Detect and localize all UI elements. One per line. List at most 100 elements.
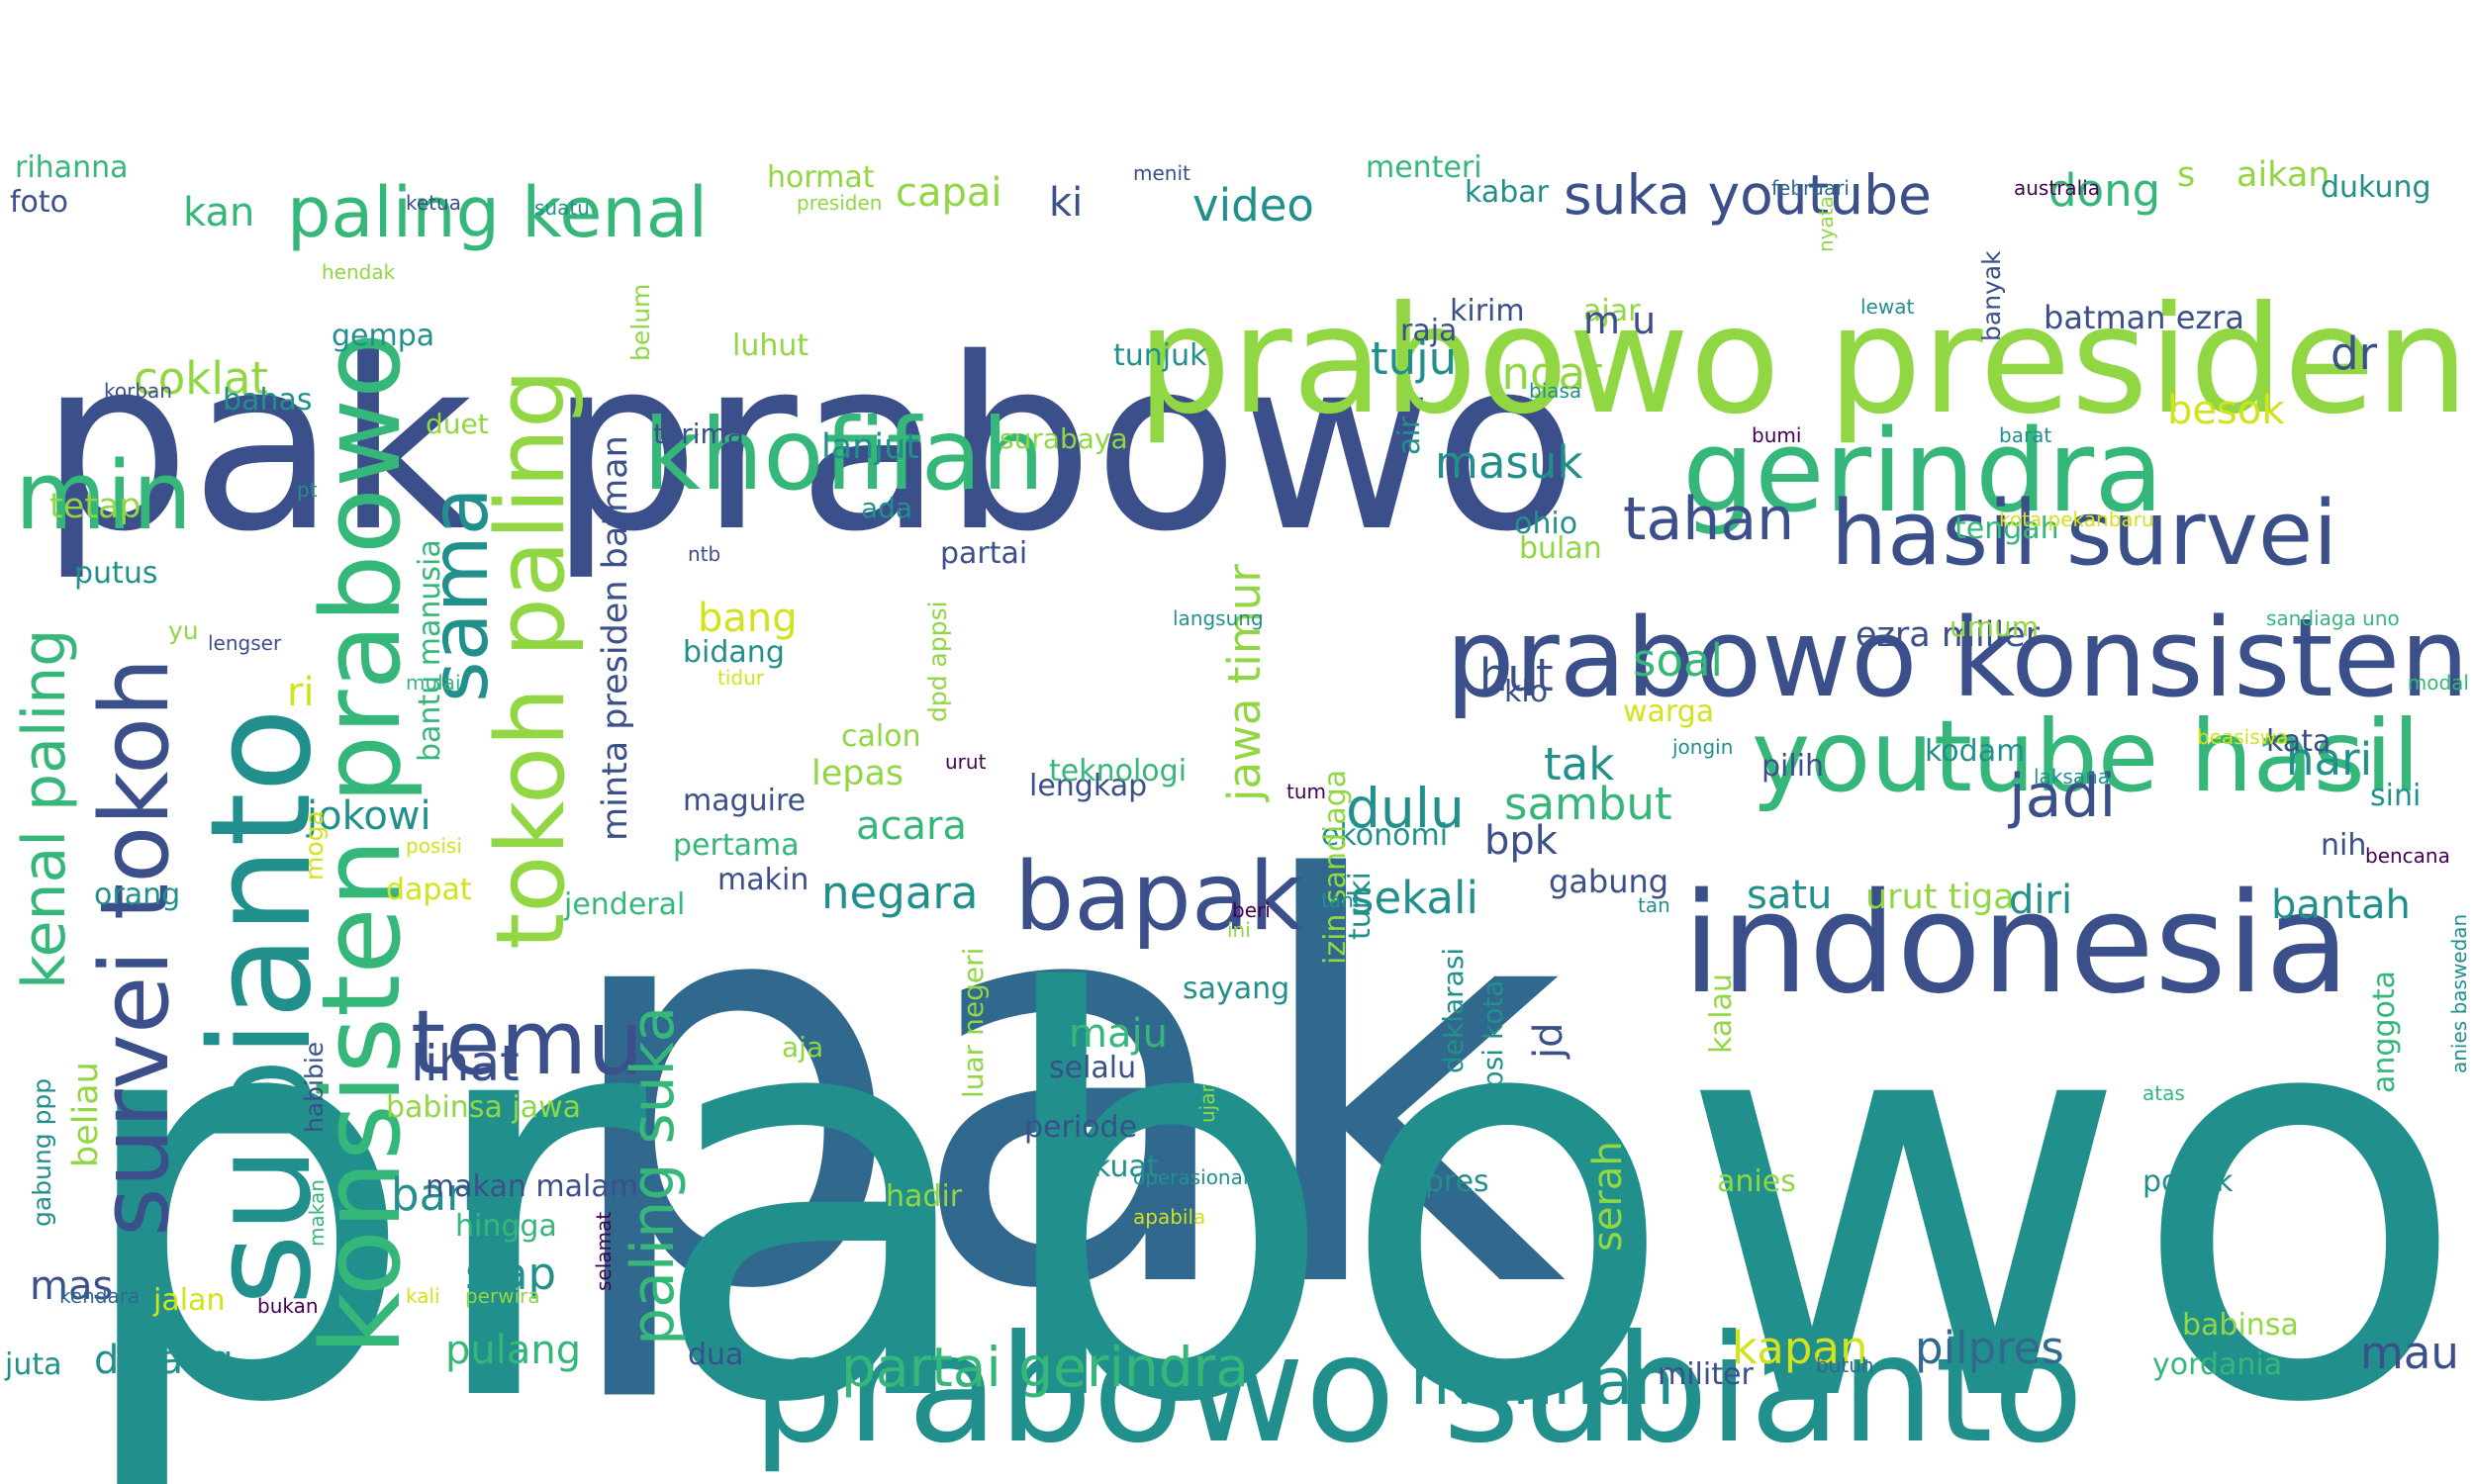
word-khofifah-9: khofifah	[643, 397, 1045, 512]
word-air-113: air	[1392, 416, 1427, 455]
word-tahan-24: tahan	[1623, 485, 1795, 554]
word-kabar-65: kabar	[1465, 175, 1549, 210]
word-ezra-miller-67: ezra miller	[1856, 615, 2041, 655]
word-sayang-126: sayang	[1183, 972, 1290, 1006]
word-serah-132: serah	[1585, 1141, 1631, 1252]
word-februari-175: februari	[1771, 176, 1850, 200]
word-kalau-134: kalau	[1704, 974, 1739, 1054]
word-anies-baswedan-189: anies baswedan	[2447, 913, 2471, 1073]
word-maju-46: maju	[1069, 1011, 1168, 1057]
word-barat-179: barat	[1999, 423, 2052, 447]
word-urut-tiga-59: urut tiga	[1865, 878, 2015, 917]
word-acara-47: acara	[856, 803, 967, 849]
word-anies-133: anies	[1717, 1164, 1796, 1199]
word-hasil-survei-8: hasil survei	[1831, 482, 2338, 586]
word-prabowo-subianto-4: prabowo subianto	[752, 1304, 2084, 1476]
word-mas-86: mas	[30, 1263, 114, 1309]
word-gabung-82: gabung	[1549, 863, 1669, 900]
word-butuh-190: butuh	[1816, 1353, 1874, 1377]
word-prabowo-presiden-3: prabowo presiden	[1136, 275, 2469, 447]
word-deklarasi-143: deklarasi	[1437, 947, 1470, 1073]
word-ujar-171: ujar	[1195, 1084, 1219, 1123]
word-anggota-138: anggota	[2367, 971, 2402, 1093]
word-umum-120: umum	[1950, 610, 2040, 643]
word-beliau-90: beliau	[66, 1062, 106, 1167]
word-bukan-192: bukan	[257, 1294, 319, 1318]
word-modal-182: modal	[2407, 671, 2469, 695]
word-hari-41: hari	[2286, 733, 2373, 786]
word-batman-ezra-66: batman ezra	[2044, 299, 2244, 336]
word-lewat-173: lewat	[1860, 295, 1915, 319]
word-diri-60: diri	[2009, 878, 2073, 923]
word-kan-62: kan	[183, 190, 255, 235]
word-bpk-81: bpk	[1484, 818, 1558, 864]
word-dulu-27: dulu	[1346, 777, 1465, 840]
word-raja-114: raja	[1400, 314, 1458, 348]
word-beasiswa-183: beasiswa	[2197, 725, 2289, 749]
word-gabung-ppp-93: gabung ppp	[28, 1077, 56, 1227]
word-putus-85: putus	[74, 556, 158, 591]
word-pt-157: pt	[297, 478, 318, 502]
word-atas-188: atas	[2142, 1081, 2185, 1105]
word-gempa-75: gempa	[332, 319, 435, 353]
word-dpd-appsi-109: dpd appsi	[923, 601, 952, 722]
word-calon-105: calon	[841, 719, 921, 754]
word-ada-107: ada	[861, 492, 913, 524]
word-dong-42: dong	[2048, 164, 2161, 217]
word-presiden-152: presiden	[797, 191, 883, 215]
word-kapan-44: kapan	[1732, 1322, 1868, 1374]
word-rihanna-73: rihanna	[15, 150, 129, 185]
word-partai-gerindra-21: partai gerindra	[841, 1336, 1249, 1399]
word-apabila-170: apabila	[1133, 1205, 1206, 1229]
word-bumi-178: bumi	[1752, 423, 1802, 447]
word-kota-pekanbaru-180: kota pekanbaru	[1999, 508, 2154, 531]
word-hingga-96: hingga	[455, 1209, 557, 1244]
word-ini-166: ini	[1227, 918, 1251, 942]
word-tan-186: tan	[1638, 893, 1670, 917]
word-banyak-174: banyak	[1977, 250, 2006, 341]
word-jokowi-48: jokowi	[307, 793, 431, 839]
word-babinsa-136: babinsa	[2182, 1308, 2299, 1343]
word-bantu-50: bantu	[391, 1168, 521, 1221]
word-m-u-198: m u	[1583, 299, 1657, 342]
word-ri-69: ri	[287, 670, 315, 715]
word-jawa-timur-35: jawa timur	[1218, 564, 1271, 801]
word-bahas-147: bahas	[223, 383, 313, 417]
word-soal-32: soal	[1633, 634, 1724, 687]
word-jongin-187: jongin	[1672, 735, 1734, 759]
word-negara-34: negara	[821, 867, 979, 919]
word-gerindra-7: gerindra	[1682, 406, 2164, 538]
word-bidang-103: bidang	[683, 635, 785, 670]
word-coklat-28: coklat	[134, 352, 269, 405]
word-kuat-129: kuat	[1094, 1150, 1159, 1184]
word-habibie-92: habibie	[300, 1041, 329, 1133]
word-s-70: s	[2177, 155, 2196, 195]
word-biasa-177: biasa	[1529, 379, 1582, 403]
word-lepas-104: lepas	[811, 754, 904, 793]
word-lanjut-53: lanjut	[821, 427, 919, 467]
word-masuk-30: masuk	[1435, 436, 1583, 489]
word-tum-164: tum	[1286, 780, 1326, 803]
word-perwira-194: perwira	[465, 1284, 540, 1308]
word-bantu-manusia-146: bantu manusia	[413, 539, 447, 762]
word-siap-51: siap	[465, 1248, 557, 1300]
word-belum-151: belum	[626, 283, 655, 361]
word-appsi-kota-144: appsi kota	[1476, 979, 1509, 1123]
word-aikan-71: aikan	[2236, 155, 2331, 195]
word-datang-49: datang	[94, 1338, 234, 1383]
word-aja-141: aja	[782, 1031, 824, 1064]
word-sandiaga-uno-181: sandiaga uno	[2266, 606, 2400, 630]
word-temu-17: temu	[411, 991, 644, 1095]
word-hendak-155: hendak	[322, 260, 396, 284]
word-ekonomi-80: ekonomi	[1321, 818, 1449, 853]
word-terima-150: terima	[653, 417, 744, 450]
word-tani-167: tani	[1321, 888, 1360, 912]
word-kendara-191: kendara	[59, 1284, 141, 1308]
word-pak-prabowo-2: pak prabowo	[40, 307, 1579, 584]
word-bulan-116: bulan	[1519, 531, 1602, 566]
word-periode-128: periode	[1024, 1110, 1138, 1145]
word-sekali-39: sekali	[1351, 872, 1478, 924]
word-lengkap-108: lengkap	[1029, 769, 1148, 803]
word-laksana-184: laksana	[2034, 765, 2111, 788]
